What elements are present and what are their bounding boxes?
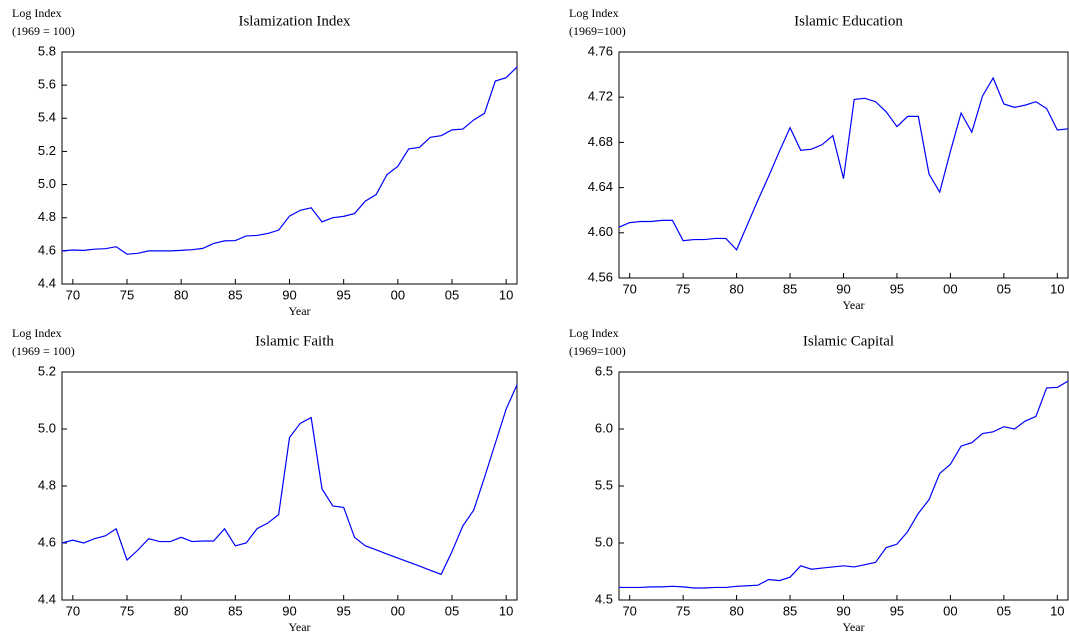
y-tick-label: 6.5 — [595, 363, 613, 378]
x-axis-label: Year — [842, 298, 864, 312]
x-tick-label: 05 — [997, 603, 1011, 618]
chart-panel: Islamization Index Log Index (1969 = 100) Y… — [12, 6, 518, 318]
y-tick-label: 4.6 — [38, 242, 56, 257]
y-tick-label: 5.2 — [38, 363, 56, 378]
x-tick-label: 10 — [1050, 281, 1064, 296]
y-axis-label: Log Index — [569, 6, 619, 20]
chart-panel: Islamic Education Log Index (1969=100) Year… — [569, 6, 1069, 312]
x-tick-label: 95 — [890, 281, 904, 296]
x-tick-label: 85 — [228, 287, 242, 302]
y-tick-label: 5.2 — [38, 143, 56, 158]
chart-title: Islamization Index — [238, 13, 351, 29]
y-axis-label: (1969 = 100) — [12, 24, 75, 38]
plot-frame — [61, 51, 518, 285]
y-tick-label: 5.6 — [38, 77, 56, 92]
x-tick-label: 00 — [391, 603, 405, 618]
chart-title: Islamic Faith — [255, 333, 334, 349]
y-tick-label: 4.6 — [38, 534, 56, 549]
x-tick-label: 80 — [729, 281, 743, 296]
x-tick-label: 85 — [228, 603, 242, 618]
x-tick-label: 80 — [174, 287, 188, 302]
data-line — [618, 76, 1069, 251]
y-tick-label: 5.0 — [595, 534, 613, 549]
x-tick-label: 95 — [336, 287, 350, 302]
x-tick-label: 10 — [499, 603, 513, 618]
x-tick-label: 70 — [66, 603, 80, 618]
x-tick-label: 00 — [943, 281, 957, 296]
x-tick-label: 85 — [783, 281, 797, 296]
x-tick-label: 95 — [336, 603, 350, 618]
x-tick-label: 90 — [282, 603, 296, 618]
y-tick-label: 4.4 — [38, 275, 56, 290]
x-tick-label: 90 — [282, 287, 296, 302]
y-tick-label: 4.8 — [38, 209, 56, 224]
y-axis-label: (1969 = 100) — [12, 344, 75, 358]
x-tick-label: 70 — [622, 281, 636, 296]
y-tick-label: 4.5 — [595, 591, 613, 606]
x-tick-label: 95 — [890, 603, 904, 618]
x-tick-label: 90 — [836, 281, 850, 296]
y-tick-label: 6.0 — [595, 420, 613, 435]
y-axis-label: Log Index — [12, 6, 62, 20]
x-tick-label: 75 — [120, 287, 134, 302]
x-tick-label: 05 — [445, 287, 459, 302]
x-tick-label: 75 — [676, 281, 690, 296]
data-line — [61, 66, 518, 255]
x-axis-label: Year — [288, 620, 310, 633]
x-tick-label: 75 — [676, 603, 690, 618]
y-tick-label: 4.4 — [38, 591, 56, 606]
x-tick-label: 05 — [997, 281, 1011, 296]
data-line — [619, 380, 1069, 589]
x-tick-label: 80 — [729, 603, 743, 618]
y-tick-label: 5.8 — [38, 43, 56, 58]
x-tick-label: 80 — [174, 603, 188, 618]
plot-frame — [618, 51, 1069, 279]
y-tick-label: 4.8 — [38, 477, 56, 492]
plot-frame — [61, 371, 518, 601]
x-tick-label: 90 — [836, 603, 850, 618]
x-tick-label: 10 — [499, 287, 513, 302]
x-axis-label: Year — [288, 304, 310, 318]
y-axis-label: (1969=100) — [569, 344, 626, 358]
y-tick-label: 4.64 — [588, 179, 613, 194]
chart-panel: Islamic Faith Log Index (1969 = 100) Year 4.… — [12, 326, 518, 633]
x-tick-label: 10 — [1050, 603, 1064, 618]
y-axis-label: Log Index — [12, 326, 62, 340]
y-tick-label: 5.0 — [38, 176, 56, 191]
chart-title: Islamic Capital — [803, 333, 894, 349]
x-axis-label: Year — [842, 620, 864, 633]
y-axis-label: (1969=100) — [569, 24, 626, 38]
y-tick-label: 4.60 — [588, 224, 613, 239]
chart-title: Islamic Education — [794, 13, 903, 29]
x-tick-label: 75 — [120, 603, 134, 618]
y-axis-label: Log Index — [569, 326, 619, 340]
x-tick-label: 70 — [622, 603, 636, 618]
y-tick-label: 4.68 — [588, 134, 613, 149]
y-tick-label: 4.72 — [588, 89, 613, 104]
data-line — [61, 384, 518, 576]
y-tick-label: 4.76 — [588, 43, 613, 58]
x-tick-label: 05 — [445, 603, 459, 618]
y-tick-label: 5.5 — [595, 477, 613, 492]
x-tick-label: 70 — [66, 287, 80, 302]
x-tick-label: 00 — [943, 603, 957, 618]
x-tick-label: 85 — [783, 603, 797, 618]
y-tick-label: 5.0 — [38, 420, 56, 435]
x-tick-label: 00 — [391, 287, 405, 302]
chart-panel: Islamic Capital Log Index (1969=100) Year 4.… — [569, 326, 1069, 633]
y-tick-label: 5.4 — [38, 110, 56, 125]
y-tick-label: 4.56 — [588, 269, 613, 284]
